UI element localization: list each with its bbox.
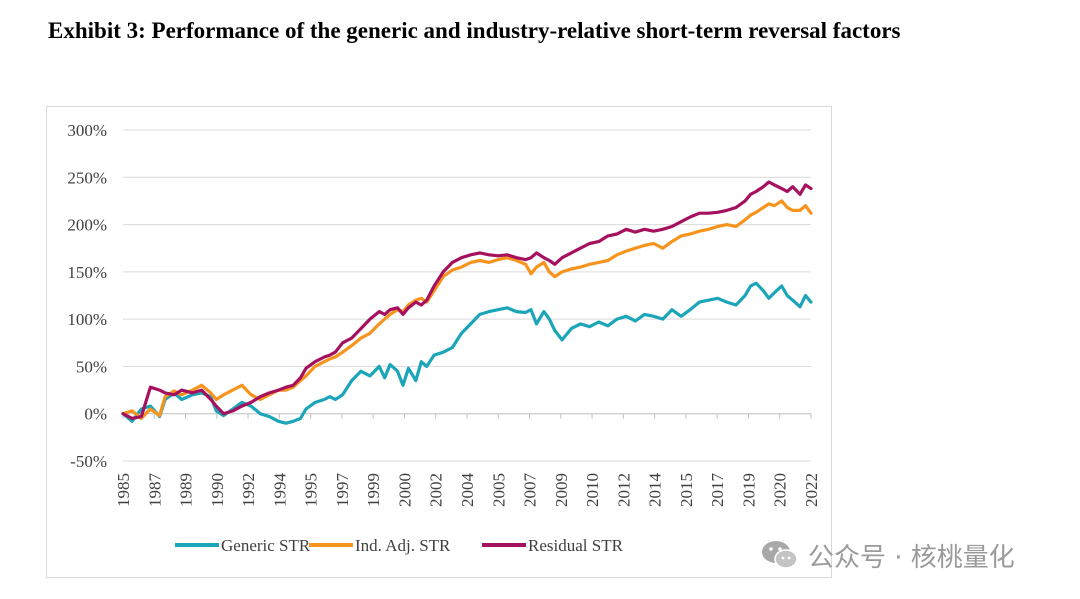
legend-item: Residual STR: [482, 536, 624, 555]
x-tick-label: 1999: [364, 473, 383, 507]
x-tick-label: 1992: [239, 473, 258, 507]
y-tick-label: 50%: [76, 357, 107, 376]
x-tick-label: 1989: [177, 473, 196, 507]
x-tick-label: 2015: [677, 473, 696, 507]
legend-label: Ind. Adj. STR: [355, 536, 451, 555]
series-line-residual-str: [121, 180, 813, 420]
gridlines: [123, 129, 811, 462]
legend: Generic STR Ind. Adj. STR Residual STR: [175, 536, 624, 555]
x-tick-label: 2010: [583, 473, 602, 507]
chart-frame: -50% 0% 50% 100% 150% 200% 250% 300% 1985 1987 19…: [46, 106, 832, 578]
legend-label: Residual STR: [528, 536, 624, 555]
x-axis-tick-labels: 1985 1987 1989 1990 1992 1994 1995 1997 1999 2000…: [114, 413, 821, 508]
x-tick-label: 1985: [114, 473, 133, 507]
series-line-ind-adj-str: [121, 199, 813, 420]
line-chart: -50%0%50%100%150%200%250%300% 1985 1987 19…: [67, 121, 821, 555]
x-tick-label: 2009: [552, 473, 571, 507]
y-tick-label: 300%: [67, 121, 107, 140]
y-tick-label: 200%: [67, 216, 107, 235]
y-tick-label: 250%: [67, 168, 107, 187]
x-tick-label: 2000: [395, 473, 414, 507]
y-tick-label: 0%: [84, 405, 107, 424]
y-tick-label: 100%: [67, 310, 107, 329]
y-axis-tick-labels: -50% 0% 50% 100% 150% 200% 250% 300%: [67, 121, 107, 471]
x-tick-label: 1997: [333, 473, 352, 508]
wechat-icon: [762, 541, 798, 569]
x-tick-label: 2007: [521, 472, 540, 507]
x-tick-label: 2022: [802, 473, 821, 507]
x-tick-label: 2014: [646, 473, 665, 508]
series-line-generic-str: [121, 281, 813, 425]
x-tick-label: 2017: [708, 473, 727, 508]
page-title: Exhibit 3: Performance of the generic an…: [48, 18, 901, 43]
y-tick-label: 150%: [67, 263, 107, 282]
x-tick-label: 2002: [427, 473, 446, 507]
legend-label: Generic STR: [221, 536, 311, 555]
x-tick-label: 2005: [489, 473, 508, 507]
series-lines: [121, 180, 813, 425]
legend-item: Ind. Adj. STR: [309, 536, 451, 555]
x-tick-label: 1990: [208, 473, 227, 507]
x-tick-label: 2019: [739, 473, 758, 507]
watermark: 公众号 · 核桃量化: [760, 535, 1015, 575]
x-tick-label: 2020: [771, 473, 790, 507]
x-tick-label: 1994: [270, 473, 289, 508]
legend-item: Generic STR: [175, 536, 311, 555]
watermark-text: 公众号 · 核桃量化: [808, 542, 1015, 573]
x-tick-label: 1995: [302, 473, 321, 507]
x-tick-label: 2012: [614, 473, 633, 507]
x-tick-label: 2004: [458, 473, 477, 508]
x-tick-label: 1987: [145, 473, 164, 508]
y-tick-label: -50%: [70, 452, 107, 471]
